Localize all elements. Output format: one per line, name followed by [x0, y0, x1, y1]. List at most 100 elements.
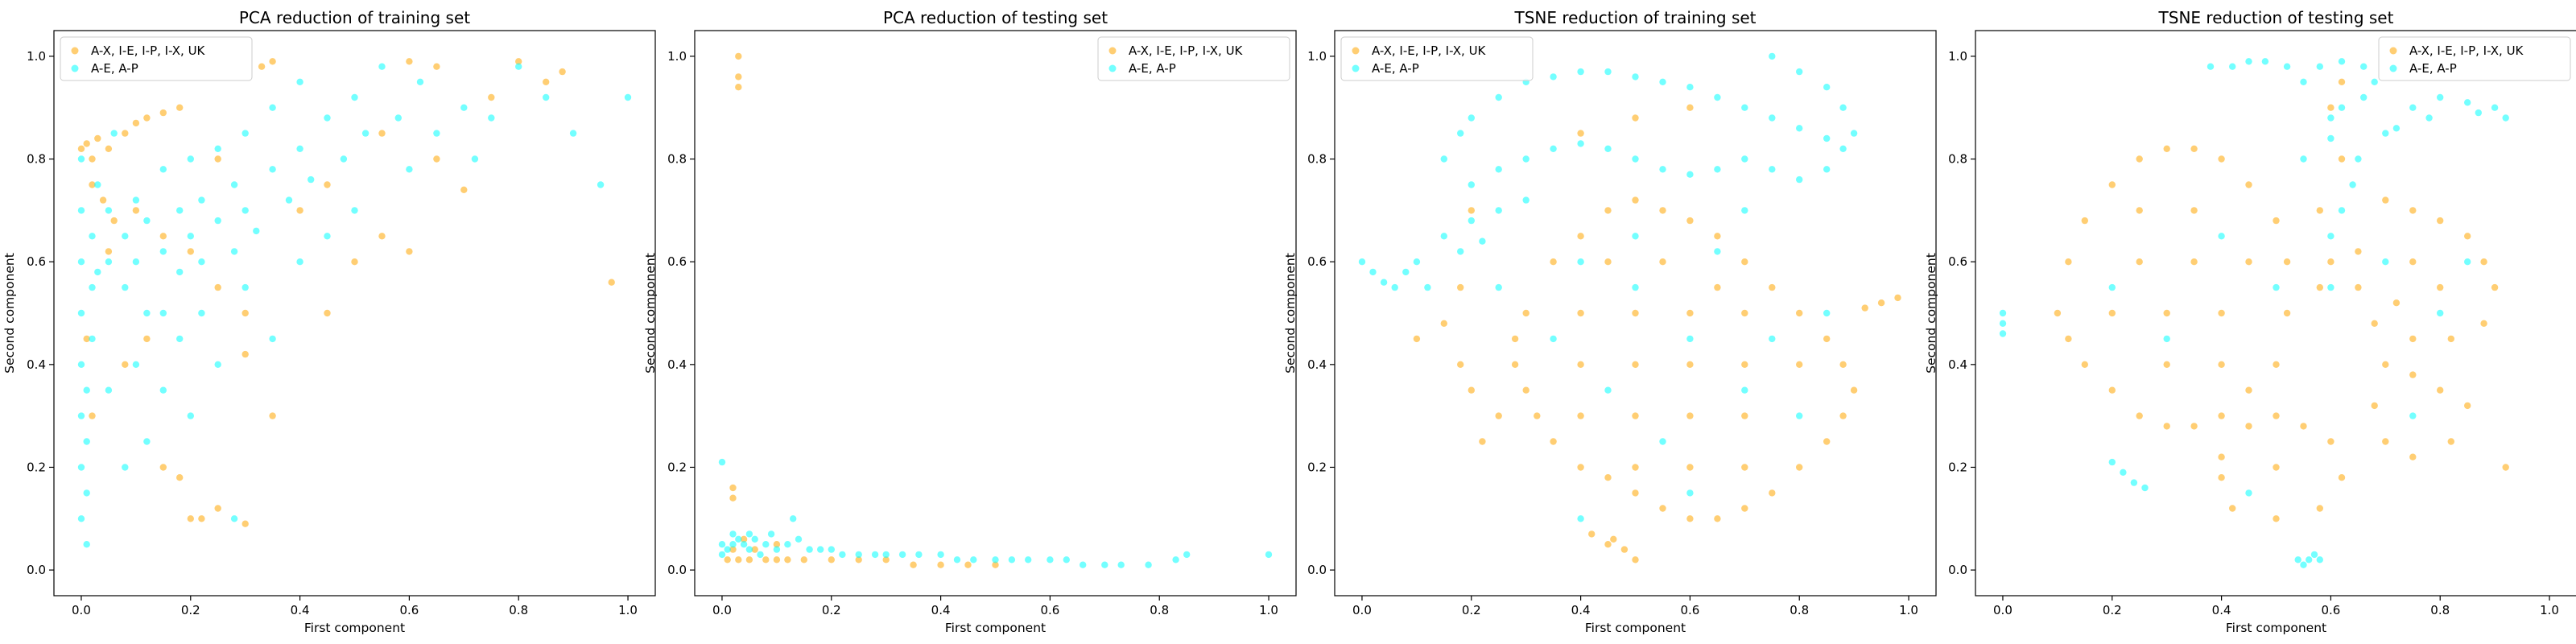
data-point [2218, 233, 2225, 240]
data-point [2218, 474, 2225, 481]
data-point [1769, 335, 1776, 343]
legend: A-X, I-E, I-P, I-X, UK A-E, A-P [60, 36, 253, 81]
data-point [2355, 248, 2362, 255]
data-point [1577, 68, 1584, 76]
data-point [378, 63, 386, 70]
legend: A-X, I-E, I-P, I-X, UK A-E, A-P [1340, 36, 1534, 81]
data-point [762, 541, 770, 548]
data-point [2475, 109, 2482, 117]
data-point [2502, 464, 2509, 471]
x-tick-label: 0.8 [1150, 603, 1169, 617]
x-tick-label: 0.2 [1462, 603, 1481, 617]
data-point [1796, 412, 1803, 419]
x-tick-label: 0.4 [931, 603, 951, 617]
data-point [2371, 402, 2378, 410]
scatter-points [77, 58, 632, 548]
chart-panel-4: TSNE reduction of testing set 0.0 0.2 0.4 0.… [1924, 8, 2576, 635]
x-tick-label: 0.4 [1571, 603, 1591, 617]
legend-marker [1108, 64, 1117, 72]
data-point [2327, 233, 2334, 240]
y-tick-label: 1.0 [1307, 49, 1327, 64]
data-point [187, 248, 194, 255]
data-point [83, 438, 90, 445]
data-point [767, 530, 775, 538]
data-point [2300, 78, 2307, 86]
data-point [1402, 268, 1410, 276]
data-point [94, 181, 101, 188]
data-point [324, 181, 331, 188]
data-point [77, 258, 85, 266]
legend-marker [2389, 64, 2397, 72]
data-point [729, 541, 737, 548]
data-point [915, 551, 923, 559]
data-point [214, 145, 221, 152]
data-point [964, 561, 972, 568]
data-point [214, 217, 221, 225]
data-point [1769, 114, 1776, 122]
data-point [806, 546, 813, 553]
legend: A-X, I-E, I-P, I-X, UK A-E, A-P [1097, 36, 1290, 81]
data-point [1796, 175, 1803, 184]
data-point [729, 494, 737, 502]
chart-title: TSNE reduction of testing set [2158, 8, 2394, 27]
data-point [2382, 258, 2389, 266]
data-point [1686, 84, 1694, 91]
data-point [2190, 423, 2198, 430]
data-point [729, 546, 737, 553]
data-point [110, 217, 118, 225]
data-point [1714, 233, 1721, 240]
data-point [1550, 258, 1557, 266]
data-point [1796, 68, 1803, 76]
data-point [2245, 489, 2252, 497]
data-point [2108, 458, 2116, 466]
data-point [1769, 283, 1776, 291]
data-point [740, 535, 748, 543]
data-point [296, 258, 303, 266]
series-2 [77, 63, 632, 548]
data-point [1999, 309, 2007, 317]
data-point [773, 546, 781, 553]
data-point [2316, 283, 2323, 291]
data-point [77, 155, 85, 163]
data-point [2218, 453, 2225, 460]
data-point [214, 505, 221, 512]
data-point [1117, 561, 1125, 568]
data-point [784, 556, 791, 564]
data-point [855, 556, 862, 564]
data-point [1632, 361, 1639, 368]
data-point [89, 233, 96, 240]
data-point [1686, 104, 1694, 111]
chart-title: PCA reduction of training set [239, 8, 470, 27]
data-point [1577, 309, 1584, 317]
data-point [2480, 320, 2487, 327]
data-point [2447, 438, 2454, 445]
data-point [406, 58, 413, 65]
data-point [2141, 484, 2149, 492]
data-point [2108, 309, 2116, 317]
data-point [1823, 166, 1831, 173]
data-point [2327, 104, 2334, 111]
data-point [1850, 130, 1858, 137]
data-point [1999, 330, 2007, 337]
data-point [324, 233, 331, 240]
data-point [1265, 551, 1273, 559]
x-tick-label: 0.6 [399, 603, 419, 617]
data-point [795, 535, 803, 543]
data-point [77, 515, 85, 522]
data-point [2491, 283, 2499, 291]
data-point [1839, 412, 1847, 419]
data-point [394, 114, 402, 122]
data-point [143, 335, 151, 343]
data-point [1686, 412, 1694, 419]
data-point [269, 335, 276, 343]
y-tick-label: 0.4 [1307, 357, 1327, 372]
y-tick-label: 0.6 [667, 254, 687, 269]
data-point [2355, 155, 2362, 163]
data-point [406, 166, 413, 173]
data-point [2316, 505, 2323, 512]
data-point [1413, 258, 1421, 266]
data-point [1550, 145, 1557, 152]
data-point [230, 248, 238, 255]
data-point [242, 520, 249, 527]
data-point [871, 551, 879, 559]
